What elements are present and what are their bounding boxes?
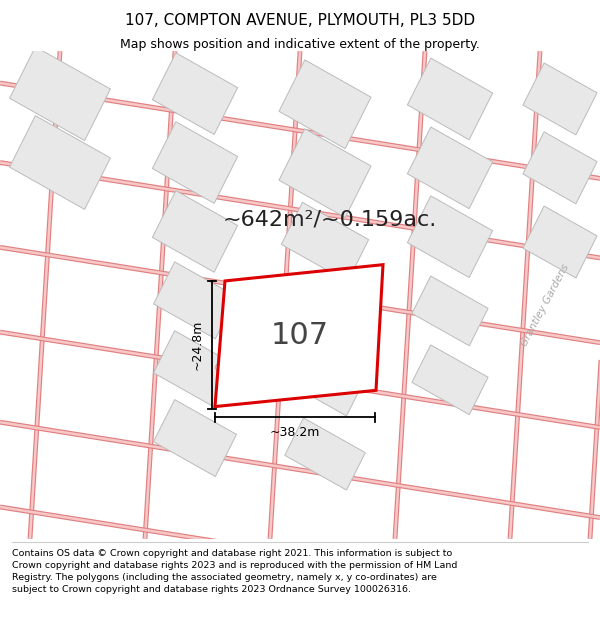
Polygon shape [285,344,365,416]
Polygon shape [10,116,110,209]
Polygon shape [215,264,383,407]
Text: 107, COMPTON AVENUE, PLYMOUTH, PL3 5DD: 107, COMPTON AVENUE, PLYMOUTH, PL3 5DD [125,12,475,28]
Polygon shape [523,206,597,278]
Text: Map shows position and indicative extent of the property.: Map shows position and indicative extent… [120,39,480,51]
Polygon shape [285,275,365,347]
Polygon shape [279,60,371,149]
Polygon shape [152,53,238,134]
Text: Compton Avenue: Compton Avenue [214,290,266,374]
Text: ~38.2m: ~38.2m [270,426,320,439]
Polygon shape [412,345,488,414]
Text: ~642m²/~0.159ac.: ~642m²/~0.159ac. [223,209,437,229]
Text: Grantley Gardens: Grantley Gardens [519,262,571,348]
Polygon shape [154,399,236,476]
Polygon shape [285,418,365,490]
Polygon shape [152,122,238,203]
Polygon shape [10,47,110,141]
Polygon shape [154,331,236,408]
Polygon shape [407,58,493,140]
Polygon shape [407,196,493,278]
Text: ~24.8m: ~24.8m [191,319,204,370]
Text: 107: 107 [271,321,329,350]
Polygon shape [152,191,238,272]
Polygon shape [412,276,488,346]
Polygon shape [407,127,493,209]
Polygon shape [523,132,597,204]
Polygon shape [281,202,368,282]
Polygon shape [523,63,597,135]
Polygon shape [154,262,236,339]
Text: Contains OS data © Crown copyright and database right 2021. This information is : Contains OS data © Crown copyright and d… [12,549,457,594]
Polygon shape [279,129,371,218]
